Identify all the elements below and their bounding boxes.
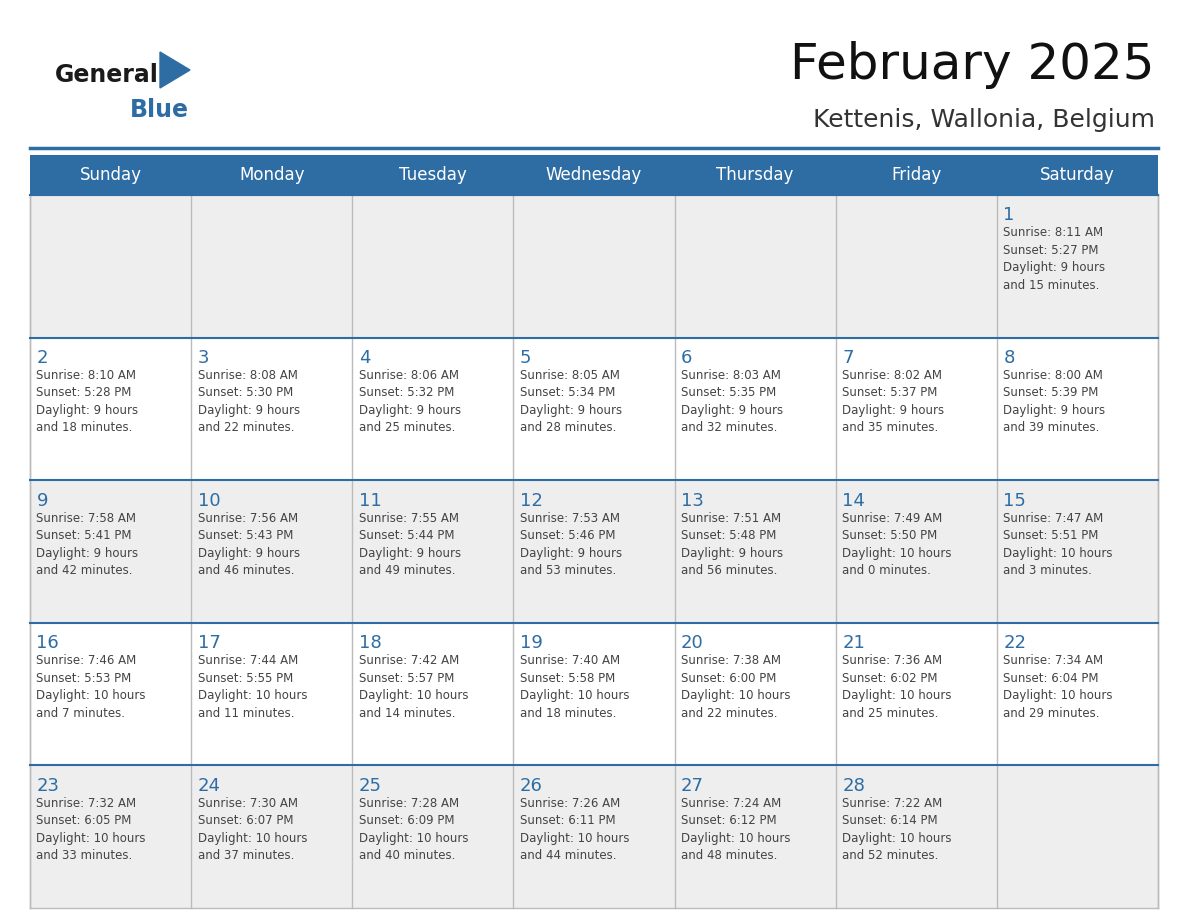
Text: Blue: Blue [129,98,189,122]
Text: Sunrise: 7:53 AM
Sunset: 5:46 PM
Daylight: 9 hours
and 53 minutes.: Sunrise: 7:53 AM Sunset: 5:46 PM Dayligh… [520,511,623,577]
Text: Sunrise: 8:03 AM
Sunset: 5:35 PM
Daylight: 9 hours
and 32 minutes.: Sunrise: 8:03 AM Sunset: 5:35 PM Dayligh… [681,369,783,434]
Text: Sunrise: 7:40 AM
Sunset: 5:58 PM
Daylight: 10 hours
and 18 minutes.: Sunrise: 7:40 AM Sunset: 5:58 PM Dayligh… [520,655,630,720]
Text: 1: 1 [1004,207,1015,224]
Text: 9: 9 [37,492,48,509]
Text: Kettenis, Wallonia, Belgium: Kettenis, Wallonia, Belgium [813,108,1155,132]
Text: Sunday: Sunday [80,166,141,184]
Text: 20: 20 [681,634,703,652]
Text: 8: 8 [1004,349,1015,367]
Text: 4: 4 [359,349,371,367]
Text: 12: 12 [520,492,543,509]
Text: 23: 23 [37,777,59,795]
Text: Sunrise: 7:38 AM
Sunset: 6:00 PM
Daylight: 10 hours
and 22 minutes.: Sunrise: 7:38 AM Sunset: 6:00 PM Dayligh… [681,655,790,720]
Text: Sunrise: 7:42 AM
Sunset: 5:57 PM
Daylight: 10 hours
and 14 minutes.: Sunrise: 7:42 AM Sunset: 5:57 PM Dayligh… [359,655,468,720]
Text: Sunrise: 8:06 AM
Sunset: 5:32 PM
Daylight: 9 hours
and 25 minutes.: Sunrise: 8:06 AM Sunset: 5:32 PM Dayligh… [359,369,461,434]
Text: Sunrise: 7:55 AM
Sunset: 5:44 PM
Daylight: 9 hours
and 49 minutes.: Sunrise: 7:55 AM Sunset: 5:44 PM Dayligh… [359,511,461,577]
Text: 28: 28 [842,777,865,795]
Text: Tuesday: Tuesday [399,166,467,184]
Text: Sunrise: 8:10 AM
Sunset: 5:28 PM
Daylight: 9 hours
and 18 minutes.: Sunrise: 8:10 AM Sunset: 5:28 PM Dayligh… [37,369,139,434]
Text: Sunrise: 7:47 AM
Sunset: 5:51 PM
Daylight: 10 hours
and 3 minutes.: Sunrise: 7:47 AM Sunset: 5:51 PM Dayligh… [1004,511,1113,577]
Text: Sunrise: 7:26 AM
Sunset: 6:11 PM
Daylight: 10 hours
and 44 minutes.: Sunrise: 7:26 AM Sunset: 6:11 PM Dayligh… [520,797,630,862]
Text: Sunrise: 7:30 AM
Sunset: 6:07 PM
Daylight: 10 hours
and 37 minutes.: Sunrise: 7:30 AM Sunset: 6:07 PM Dayligh… [197,797,307,862]
Text: February 2025: February 2025 [790,41,1155,89]
Text: Sunrise: 7:28 AM
Sunset: 6:09 PM
Daylight: 10 hours
and 40 minutes.: Sunrise: 7:28 AM Sunset: 6:09 PM Dayligh… [359,797,468,862]
Text: 13: 13 [681,492,704,509]
Text: Friday: Friday [891,166,941,184]
FancyBboxPatch shape [30,766,1158,908]
FancyBboxPatch shape [30,480,1158,622]
Text: Saturday: Saturday [1040,166,1114,184]
Text: 10: 10 [197,492,220,509]
Text: Sunrise: 7:44 AM
Sunset: 5:55 PM
Daylight: 10 hours
and 11 minutes.: Sunrise: 7:44 AM Sunset: 5:55 PM Dayligh… [197,655,307,720]
FancyBboxPatch shape [30,622,1158,766]
Text: 5: 5 [520,349,531,367]
Text: 21: 21 [842,634,865,652]
Text: Sunrise: 8:11 AM
Sunset: 5:27 PM
Daylight: 9 hours
and 15 minutes.: Sunrise: 8:11 AM Sunset: 5:27 PM Dayligh… [1004,227,1105,292]
Text: 22: 22 [1004,634,1026,652]
Text: 2: 2 [37,349,48,367]
Text: 14: 14 [842,492,865,509]
Text: Monday: Monday [239,166,304,184]
Text: Sunrise: 8:00 AM
Sunset: 5:39 PM
Daylight: 9 hours
and 39 minutes.: Sunrise: 8:00 AM Sunset: 5:39 PM Dayligh… [1004,369,1105,434]
Text: Sunrise: 8:02 AM
Sunset: 5:37 PM
Daylight: 9 hours
and 35 minutes.: Sunrise: 8:02 AM Sunset: 5:37 PM Dayligh… [842,369,944,434]
Text: 6: 6 [681,349,693,367]
FancyBboxPatch shape [30,155,1158,195]
Text: Sunrise: 7:24 AM
Sunset: 6:12 PM
Daylight: 10 hours
and 48 minutes.: Sunrise: 7:24 AM Sunset: 6:12 PM Dayligh… [681,797,790,862]
Text: 25: 25 [359,777,381,795]
Text: 7: 7 [842,349,854,367]
FancyBboxPatch shape [30,195,1158,338]
Text: 11: 11 [359,492,381,509]
Text: Sunrise: 7:51 AM
Sunset: 5:48 PM
Daylight: 9 hours
and 56 minutes.: Sunrise: 7:51 AM Sunset: 5:48 PM Dayligh… [681,511,783,577]
Text: Sunrise: 7:58 AM
Sunset: 5:41 PM
Daylight: 9 hours
and 42 minutes.: Sunrise: 7:58 AM Sunset: 5:41 PM Dayligh… [37,511,139,577]
Text: 26: 26 [520,777,543,795]
Text: Sunrise: 8:05 AM
Sunset: 5:34 PM
Daylight: 9 hours
and 28 minutes.: Sunrise: 8:05 AM Sunset: 5:34 PM Dayligh… [520,369,623,434]
Text: General: General [55,63,159,87]
Text: 18: 18 [359,634,381,652]
Text: Sunrise: 7:49 AM
Sunset: 5:50 PM
Daylight: 10 hours
and 0 minutes.: Sunrise: 7:49 AM Sunset: 5:50 PM Dayligh… [842,511,952,577]
Text: 17: 17 [197,634,221,652]
Polygon shape [160,52,190,88]
Text: Sunrise: 7:32 AM
Sunset: 6:05 PM
Daylight: 10 hours
and 33 minutes.: Sunrise: 7:32 AM Sunset: 6:05 PM Dayligh… [37,797,146,862]
FancyBboxPatch shape [30,338,1158,480]
Text: 19: 19 [520,634,543,652]
Text: Sunrise: 7:46 AM
Sunset: 5:53 PM
Daylight: 10 hours
and 7 minutes.: Sunrise: 7:46 AM Sunset: 5:53 PM Dayligh… [37,655,146,720]
Text: 16: 16 [37,634,59,652]
Text: 3: 3 [197,349,209,367]
Text: Sunrise: 7:22 AM
Sunset: 6:14 PM
Daylight: 10 hours
and 52 minutes.: Sunrise: 7:22 AM Sunset: 6:14 PM Dayligh… [842,797,952,862]
Text: Sunrise: 7:56 AM
Sunset: 5:43 PM
Daylight: 9 hours
and 46 minutes.: Sunrise: 7:56 AM Sunset: 5:43 PM Dayligh… [197,511,299,577]
Text: Sunrise: 7:34 AM
Sunset: 6:04 PM
Daylight: 10 hours
and 29 minutes.: Sunrise: 7:34 AM Sunset: 6:04 PM Dayligh… [1004,655,1113,720]
Text: Sunrise: 7:36 AM
Sunset: 6:02 PM
Daylight: 10 hours
and 25 minutes.: Sunrise: 7:36 AM Sunset: 6:02 PM Dayligh… [842,655,952,720]
Text: 24: 24 [197,777,221,795]
Text: Thursday: Thursday [716,166,794,184]
Text: Wednesday: Wednesday [545,166,643,184]
Text: 15: 15 [1004,492,1026,509]
Text: Sunrise: 8:08 AM
Sunset: 5:30 PM
Daylight: 9 hours
and 22 minutes.: Sunrise: 8:08 AM Sunset: 5:30 PM Dayligh… [197,369,299,434]
Text: 27: 27 [681,777,704,795]
